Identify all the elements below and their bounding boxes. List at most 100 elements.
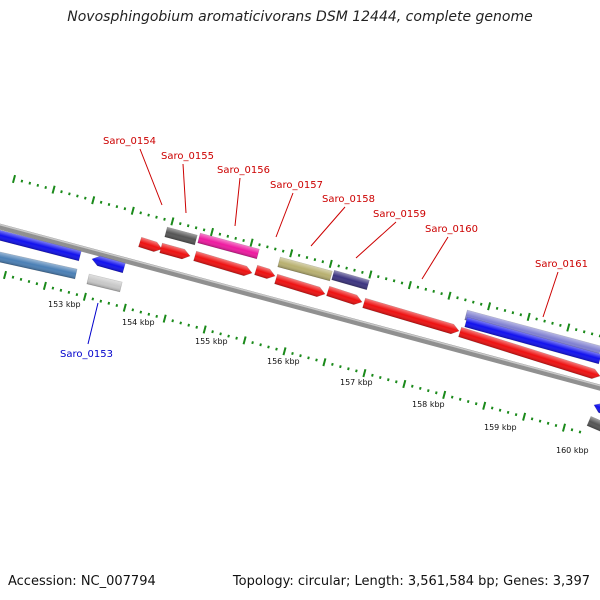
gene-label-saro-0160[interactable]: Saro_0160 xyxy=(425,224,478,235)
scale-tick xyxy=(386,378,390,382)
scale-tick xyxy=(315,358,318,362)
scale-tick xyxy=(471,300,475,304)
scale-tick xyxy=(115,303,119,308)
scale-tick xyxy=(123,207,127,211)
leader-line xyxy=(310,206,346,247)
scale-tick xyxy=(402,379,407,389)
gene-saro-0156b[interactable] xyxy=(193,250,254,278)
scale-tick xyxy=(400,281,404,285)
gene-saro-0162[interactable] xyxy=(458,326,600,381)
scale-tick xyxy=(76,194,79,198)
scale-tick xyxy=(259,343,262,347)
leader-line xyxy=(234,177,241,227)
gene-saro-0158[interactable] xyxy=(274,273,327,299)
scale-tick xyxy=(590,332,594,336)
leader-line xyxy=(542,271,559,318)
gene-saro-0157[interactable] xyxy=(254,264,276,281)
scale-tick xyxy=(394,380,398,384)
scale-tick xyxy=(59,288,63,292)
scale-tick xyxy=(490,406,494,410)
gene-labels: Saro_0153Saro_0154Saro_0155Saro_0156Saro… xyxy=(60,136,588,360)
gene-saro-0159[interactable] xyxy=(326,285,363,307)
scale-tick xyxy=(235,336,238,340)
scale-tick xyxy=(155,314,159,318)
gene-saro-0160[interactable] xyxy=(362,297,461,336)
scale-tick xyxy=(147,213,150,217)
gene-saro-0156[interactable] xyxy=(197,232,260,260)
scale-tick xyxy=(495,306,499,310)
scale-tick xyxy=(384,277,388,281)
scale-tick xyxy=(551,321,554,325)
gene-saro-0155[interactable] xyxy=(164,226,198,246)
leader-line xyxy=(355,221,397,259)
gene-label-saro-0161[interactable]: Saro_0161 xyxy=(535,259,588,270)
scale-tick xyxy=(392,279,396,283)
scale-tick xyxy=(11,174,17,184)
gene-saro-0154a[interactable] xyxy=(138,236,163,254)
scale-label: 155 kbp xyxy=(195,337,228,346)
scale-tick xyxy=(574,328,578,332)
scale-tick xyxy=(297,253,301,257)
scale-tick xyxy=(42,281,47,291)
gene-label-saro-0156[interactable]: Saro_0156 xyxy=(217,165,270,176)
scale-tick xyxy=(251,341,254,345)
gene-saro-0154[interactable] xyxy=(159,242,192,261)
scale-tick xyxy=(202,228,206,232)
scale-tick xyxy=(450,395,454,399)
gene-saro-0153[interactable] xyxy=(86,273,123,293)
scale-tick xyxy=(458,397,462,401)
scale-tick xyxy=(107,301,111,305)
scale-tick xyxy=(28,181,32,185)
scale-tick xyxy=(194,226,198,230)
scale-tick xyxy=(226,234,230,238)
gene-label-saro-0159[interactable]: Saro_0159 xyxy=(373,209,426,220)
gene-saro-0158a[interactable] xyxy=(277,256,333,282)
gene-saro-0153a[interactable] xyxy=(91,254,126,274)
scale-tick xyxy=(506,410,510,414)
gene-saro-0151[interactable] xyxy=(0,250,78,280)
gene-saro-0164[interactable] xyxy=(586,416,600,435)
scale-tick xyxy=(347,367,350,371)
gene-label-saro-0158[interactable]: Saro_0158 xyxy=(322,194,375,205)
topology-summary: Topology: circular; Length: 3,561,584 bp… xyxy=(232,574,590,589)
scale-tick xyxy=(82,292,87,301)
scale-tick xyxy=(19,277,23,281)
scale-label: 158 kbp xyxy=(412,400,445,409)
gene-saro-0152[interactable] xyxy=(0,228,82,262)
scale-tick xyxy=(11,275,15,279)
scale-tick xyxy=(51,185,56,194)
scale-tick xyxy=(163,217,166,221)
gene-saro-0159a[interactable] xyxy=(331,269,370,291)
scale-tick xyxy=(275,347,278,351)
scale-ticks-outer xyxy=(11,174,600,338)
scale-tick xyxy=(432,289,436,293)
scale-tick xyxy=(418,386,422,390)
scale-tick xyxy=(44,185,48,190)
scale-tick xyxy=(337,264,341,268)
scale-tick xyxy=(282,347,287,356)
gene-label-saro-0157[interactable]: Saro_0157 xyxy=(270,180,323,191)
scale-tick xyxy=(178,222,182,226)
scale-tick xyxy=(479,302,483,306)
gene-saro-0163[interactable] xyxy=(592,400,600,417)
scale-tick xyxy=(170,217,175,226)
scale-tick xyxy=(122,303,127,312)
scale-tick xyxy=(546,421,550,425)
scale-tick xyxy=(299,354,302,358)
scale-tick xyxy=(345,266,348,270)
gene-label-saro-0155[interactable]: Saro_0155 xyxy=(161,151,214,162)
scale-tick xyxy=(426,389,430,393)
scale-tick xyxy=(538,419,542,423)
leader-line xyxy=(421,236,449,280)
gene-label-saro-0153[interactable]: Saro_0153 xyxy=(60,349,113,360)
scale-tick xyxy=(498,408,502,412)
gene-saro-0161[interactable] xyxy=(464,316,600,365)
scale-tick xyxy=(416,285,420,289)
gene-label-saro-0154[interactable]: Saro_0154 xyxy=(103,136,156,147)
scale-tick xyxy=(211,330,214,334)
scale-label: 159 kbp xyxy=(484,423,517,432)
scale-tick xyxy=(353,268,356,272)
scale-tick xyxy=(322,358,327,367)
scale-tick xyxy=(227,334,230,338)
